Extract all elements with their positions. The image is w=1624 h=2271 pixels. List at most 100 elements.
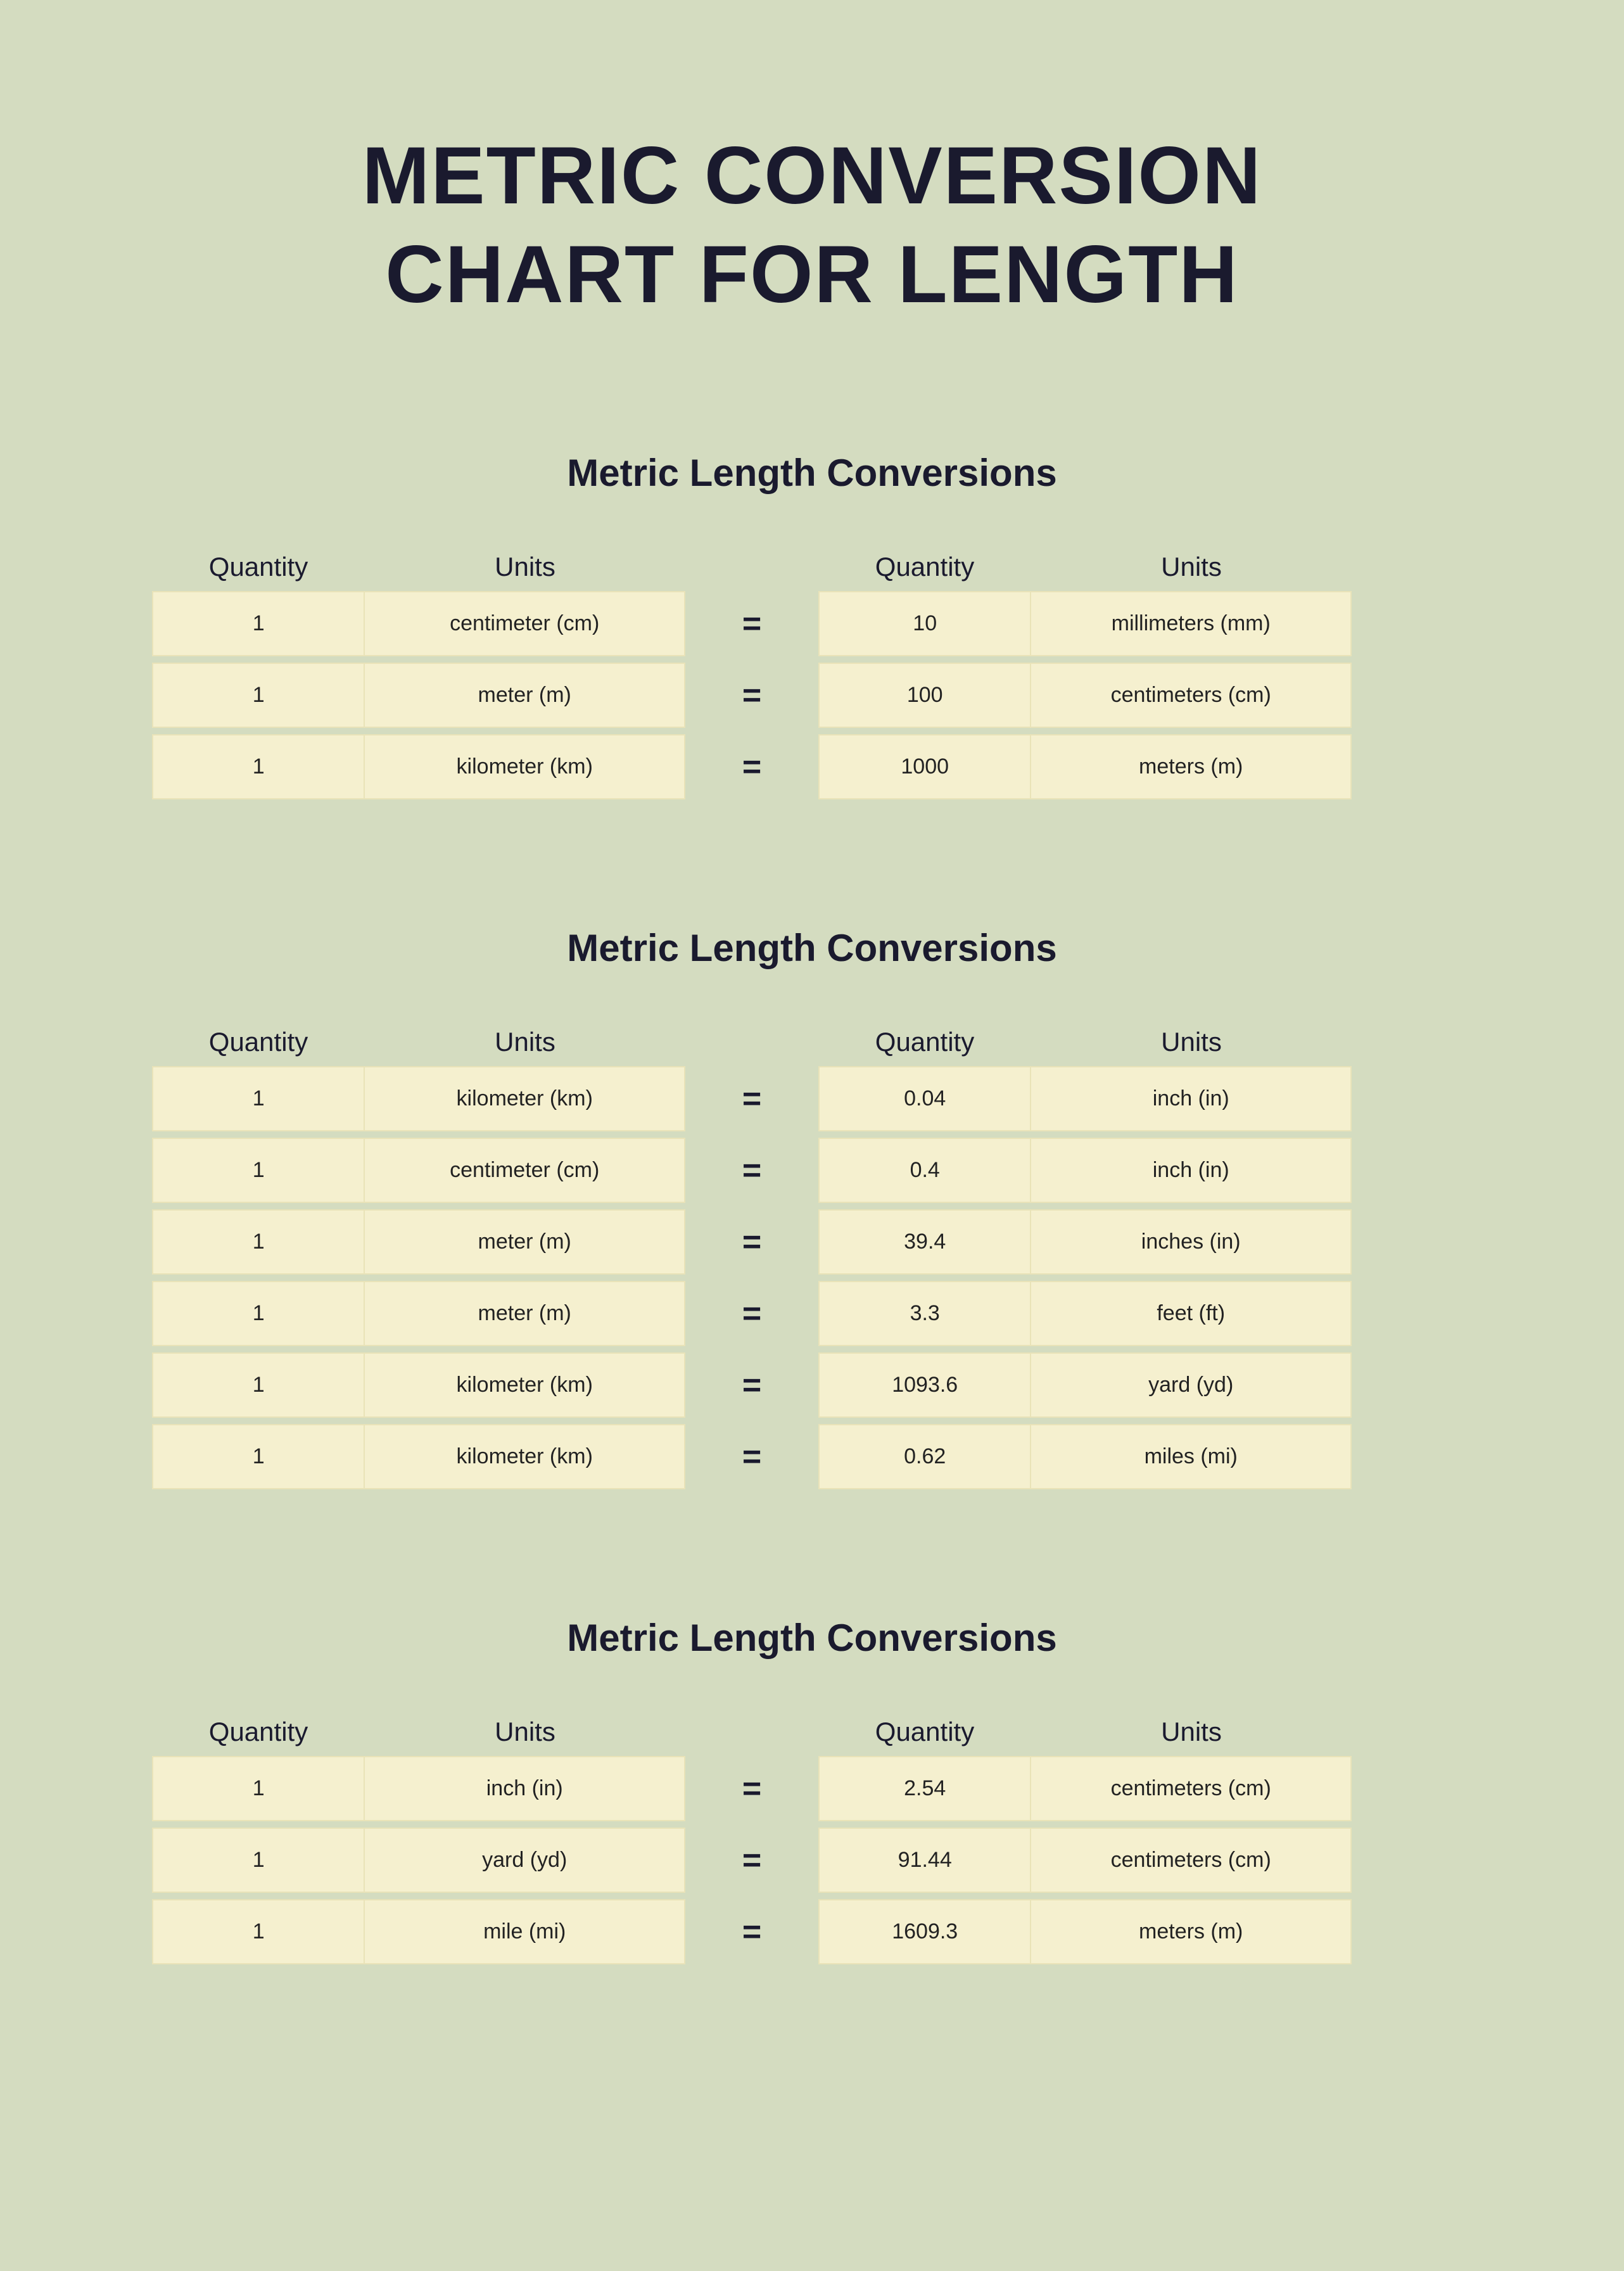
right-pair: 1609.3meters (m) xyxy=(818,1899,1352,1964)
table-row: 1meter (m)=3.3feet (ft) xyxy=(152,1281,1472,1346)
equals-sign: = xyxy=(685,1424,818,1489)
cell-units: inch (in) xyxy=(1031,1067,1350,1130)
table-row: 1kilometer (km)=1000meters (m) xyxy=(152,734,1472,799)
cell-units: millimeters (mm) xyxy=(1031,592,1350,655)
table-row: 1meter (m)=39.4inches (in) xyxy=(152,1209,1472,1275)
cell-units: centimeter (cm) xyxy=(365,1139,684,1202)
cell-units: meters (m) xyxy=(1031,735,1350,798)
equals-sign: = xyxy=(685,1209,818,1275)
cell-quantity: 0.62 xyxy=(820,1425,1031,1488)
cell-units: kilometer (km) xyxy=(365,1067,684,1130)
cell-quantity: 1 xyxy=(153,1757,365,1820)
cell-units: kilometer (km) xyxy=(365,1354,684,1416)
right-pair: 1000meters (m) xyxy=(818,734,1352,799)
cell-quantity: 1 xyxy=(153,1354,365,1416)
left-pair: 1meter (m) xyxy=(152,1209,685,1275)
right-pair: 3.3feet (ft) xyxy=(818,1281,1352,1346)
page-title-line1: METRIC CONVERSION xyxy=(362,130,1262,221)
section-title: Metric Length Conversions xyxy=(152,1616,1472,1660)
right-pair: 91.44centimeters (cm) xyxy=(818,1828,1352,1893)
header-quantity: Quantity xyxy=(152,1717,365,1747)
cell-units: kilometer (km) xyxy=(365,1425,684,1488)
left-pair: 1centimeter (cm) xyxy=(152,1138,685,1203)
cell-quantity: 1000 xyxy=(820,735,1031,798)
table-row: 1centimeter (cm)=10millimeters (mm) xyxy=(152,591,1472,656)
cell-quantity: 1609.3 xyxy=(820,1900,1031,1963)
equals-sign: = xyxy=(685,663,818,728)
header-units: Units xyxy=(1031,552,1352,582)
cell-units: feet (ft) xyxy=(1031,1282,1350,1345)
conversion-section: Metric Length ConversionsQuantityUnitsQu… xyxy=(152,451,1472,806)
equals-sign: = xyxy=(685,591,818,656)
equals-sign: = xyxy=(685,1281,818,1346)
table-row: 1inch (in)=2.54centimeters (cm) xyxy=(152,1756,1472,1821)
conversion-table: QuantityUnitsQuantityUnits1kilometer (km… xyxy=(152,1027,1472,1496)
right-pair: 100centimeters (cm) xyxy=(818,663,1352,728)
left-pair: 1meter (m) xyxy=(152,663,685,728)
cell-units: miles (mi) xyxy=(1031,1425,1350,1488)
cell-quantity: 3.3 xyxy=(820,1282,1031,1345)
cell-quantity: 0.4 xyxy=(820,1139,1031,1202)
table-row: 1meter (m)=100centimeters (cm) xyxy=(152,663,1472,728)
left-pair: 1kilometer (km) xyxy=(152,1424,685,1489)
equals-sign: = xyxy=(685,1352,818,1418)
cell-quantity: 1 xyxy=(153,1211,365,1273)
left-pair: 1kilometer (km) xyxy=(152,734,685,799)
cell-quantity: 1 xyxy=(153,1425,365,1488)
table-row: 1kilometer (km)=1093.6yard (yd) xyxy=(152,1352,1472,1418)
cell-units: meter (m) xyxy=(365,1211,684,1273)
cell-quantity: 1 xyxy=(153,592,365,655)
header-quantity: Quantity xyxy=(152,1027,365,1057)
cell-units: centimeter (cm) xyxy=(365,592,684,655)
cell-units: yard (yd) xyxy=(365,1829,684,1892)
table-row: 1kilometer (km)=0.62miles (mi) xyxy=(152,1424,1472,1489)
cell-units: meter (m) xyxy=(365,664,684,727)
header-units: Units xyxy=(365,1027,685,1057)
cell-quantity: 100 xyxy=(820,664,1031,727)
header-quantity: Quantity xyxy=(818,552,1031,582)
header-quantity: Quantity xyxy=(818,1717,1031,1747)
header-units: Units xyxy=(1031,1027,1352,1057)
cell-units: inch (in) xyxy=(1031,1139,1350,1202)
cell-units: centimeters (cm) xyxy=(1031,1829,1350,1892)
header-quantity: Quantity xyxy=(152,552,365,582)
left-pair: 1inch (in) xyxy=(152,1756,685,1821)
conversion-table: QuantityUnitsQuantityUnits1centimeter (c… xyxy=(152,552,1472,806)
cell-units: mile (mi) xyxy=(365,1900,684,1963)
right-pair: 0.04inch (in) xyxy=(818,1066,1352,1131)
table-header-row: QuantityUnitsQuantityUnits xyxy=(152,1027,1472,1057)
page-title: METRIC CONVERSION CHART FOR LENGTH xyxy=(152,127,1472,324)
cell-quantity: 1093.6 xyxy=(820,1354,1031,1416)
sections-container: Metric Length ConversionsQuantityUnitsQu… xyxy=(152,451,1472,1971)
right-pair: 39.4inches (in) xyxy=(818,1209,1352,1275)
cell-units: meter (m) xyxy=(365,1282,684,1345)
cell-quantity: 91.44 xyxy=(820,1829,1031,1892)
cell-units: yard (yd) xyxy=(1031,1354,1350,1416)
header-units: Units xyxy=(365,1717,685,1747)
cell-quantity: 1 xyxy=(153,735,365,798)
cell-quantity: 39.4 xyxy=(820,1211,1031,1273)
header-units: Units xyxy=(1031,1717,1352,1747)
header-units: Units xyxy=(365,552,685,582)
cell-units: inches (in) xyxy=(1031,1211,1350,1273)
right-pair: 2.54centimeters (cm) xyxy=(818,1756,1352,1821)
table-header-row: QuantityUnitsQuantityUnits xyxy=(152,1717,1472,1747)
cell-quantity: 0.04 xyxy=(820,1067,1031,1130)
page-title-line2: CHART FOR LENGTH xyxy=(385,229,1238,320)
left-pair: 1centimeter (cm) xyxy=(152,591,685,656)
cell-quantity: 1 xyxy=(153,1829,365,1892)
cell-quantity: 10 xyxy=(820,592,1031,655)
section-title: Metric Length Conversions xyxy=(152,451,1472,495)
cell-units: centimeters (cm) xyxy=(1031,1757,1350,1820)
table-row: 1mile (mi)=1609.3meters (m) xyxy=(152,1899,1472,1964)
cell-units: kilometer (km) xyxy=(365,735,684,798)
cell-quantity: 2.54 xyxy=(820,1757,1031,1820)
equals-sign: = xyxy=(685,1828,818,1893)
left-pair: 1mile (mi) xyxy=(152,1899,685,1964)
equals-sign: = xyxy=(685,1138,818,1203)
table-row: 1kilometer (km)=0.04inch (in) xyxy=(152,1066,1472,1131)
cell-quantity: 1 xyxy=(153,1282,365,1345)
cell-quantity: 1 xyxy=(153,1067,365,1130)
cell-units: meters (m) xyxy=(1031,1900,1350,1963)
conversion-table: QuantityUnitsQuantityUnits1inch (in)=2.5… xyxy=(152,1717,1472,1971)
